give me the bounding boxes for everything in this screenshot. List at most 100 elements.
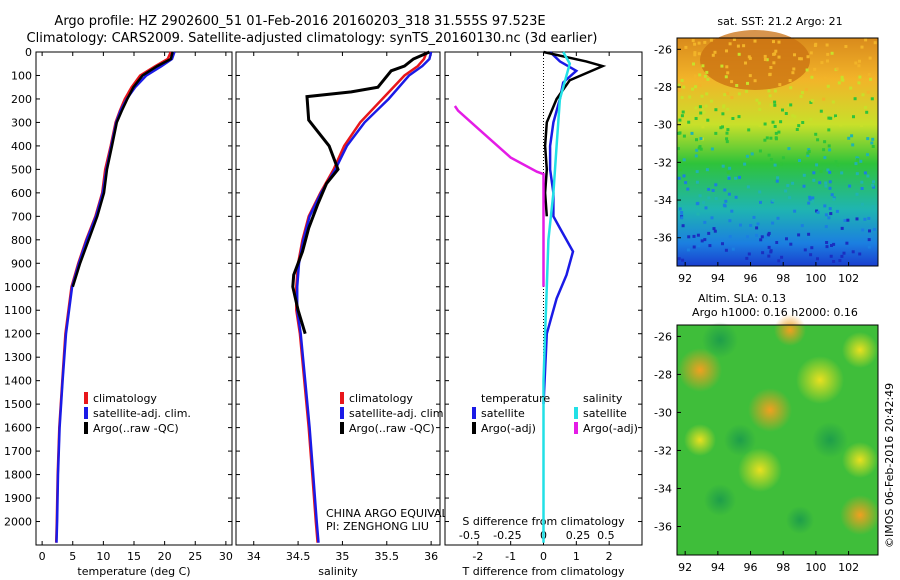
sst-speckle-cell: [819, 109, 823, 113]
sst-speckle-cell: [788, 196, 792, 200]
sst-speckle-cell: [869, 120, 873, 124]
sst-speckle-cell: [680, 114, 684, 118]
sst-speckle-cell: [723, 93, 727, 97]
sst-speckle-cell: [843, 219, 847, 222]
temperature-ytick-label: 400: [11, 140, 32, 153]
sst-speckle-cell: [791, 71, 795, 75]
sst-speckle-cell: [699, 147, 703, 151]
sst-speckle-cell: [755, 233, 759, 237]
sst-speckle-cell: [826, 168, 830, 172]
salinity-series-black: [291, 50, 431, 335]
sst-speckle-cell: [847, 136, 851, 140]
sst-speckle-cell: [829, 116, 833, 120]
sst-speckle-cell: [767, 89, 771, 93]
sst-speckle-cell: [854, 162, 858, 166]
sst-speckle-cell: [747, 128, 751, 132]
sst-speckle-cell: [793, 53, 796, 57]
sst-speckle-cell: [694, 154, 698, 158]
sst-speckle-cell: [775, 179, 779, 183]
temperature-ytick-label: 2000: [4, 516, 32, 529]
sst-speckle-cell: [703, 74, 707, 78]
sst-speckle-cell: [827, 144, 831, 148]
sst-speckle-cell: [752, 215, 756, 219]
sst-speckle-cell: [708, 244, 712, 248]
sst-speckle-cell: [697, 52, 701, 56]
sst-speckle-cell: [737, 92, 741, 96]
sst-speckle-cell: [684, 181, 688, 185]
sst-speckle-cell: [686, 248, 690, 252]
sst-speckle-cell: [769, 66, 773, 69]
sst-speckle-cell: [761, 251, 765, 255]
sst-speckle-cell: [728, 235, 732, 239]
map-xtick-label: 100: [805, 561, 826, 574]
sst-speckle-cell: [778, 83, 782, 87]
sst-speckle-cell: [710, 147, 714, 151]
sst-speckle-cell: [832, 197, 836, 201]
sst-speckle-cell: [868, 56, 872, 60]
temperature-legend-label: Argo(..raw -QC): [93, 422, 179, 435]
sla-map-frame: [676, 324, 879, 556]
sst-speckle-cell: [694, 117, 698, 120]
temperature-legend-label: satellite-adj. clim.: [93, 407, 191, 420]
sst-speckle-cell: [873, 41, 877, 45]
sst-speckle-cell: [681, 258, 685, 262]
sst-speckle-cell: [802, 184, 806, 188]
sst-speckle-cell: [695, 148, 699, 152]
map-xtick-label: 102: [838, 272, 859, 285]
sst-speckle-cell: [759, 238, 763, 242]
sst-speckle-cell: [825, 241, 829, 244]
top-xtick-label: 0.5: [597, 529, 615, 542]
sst-speckle-cell: [692, 234, 696, 238]
differences-series-blue: [542, 51, 579, 405]
sst-speckle-cell: [728, 219, 732, 223]
sst-speckle-cell: [836, 163, 840, 167]
sst-speckle-cell: [684, 45, 688, 49]
sst-speckle-cell: [700, 94, 704, 98]
sst-speckle-cell: [824, 213, 828, 217]
sst-speckle-cell: [677, 131, 681, 135]
salinity-xlabel: salinity: [318, 565, 358, 578]
map-ytick-label: -30: [654, 406, 672, 419]
map-ytick-label: -32: [654, 156, 672, 169]
sst-speckle-cell: [747, 55, 751, 59]
sst-speckle-cell: [746, 81, 749, 85]
sla-map-title-2: Argo h1000: 0.16 h2000: 0.16: [692, 306, 858, 319]
sst-speckle-cell: [768, 72, 772, 76]
sst-speckle-cell: [866, 137, 870, 141]
sst-speckle-cell: [819, 169, 823, 173]
sst-speckle-cell: [832, 242, 836, 246]
sst-speckle-cell: [682, 85, 686, 89]
sst-speckle-cell: [816, 138, 820, 142]
sst-speckle-cell: [737, 115, 741, 119]
sst-speckle-cell: [713, 50, 717, 54]
temperature-ytick-label: 0: [25, 46, 32, 59]
map-xtick-label: 98: [776, 272, 790, 285]
legend-label: Argo(-adj): [583, 422, 638, 435]
sst-speckle-cell: [772, 61, 776, 65]
sla-eddy: [702, 322, 738, 358]
temperature-ytick-label: 1000: [4, 281, 32, 294]
sst-speckle-cell: [823, 156, 827, 160]
sst-speckle-cell: [824, 225, 828, 229]
sst-speckle-cell: [722, 203, 726, 207]
sst-speckle-cell: [750, 152, 754, 156]
sst-speckle-cell: [723, 188, 727, 192]
sst-speckle-cell: [809, 253, 813, 257]
sst-speckle-cell: [781, 156, 785, 160]
sst-speckle-cell: [710, 216, 714, 220]
sst-speckle-cell: [827, 116, 831, 120]
sst-speckle-cell: [858, 252, 862, 256]
sst-speckle-cell: [870, 141, 874, 145]
sst-speckle-cell: [801, 121, 805, 124]
sst-speckle-cell: [714, 197, 718, 201]
sst-speckle-cell: [768, 94, 772, 98]
sst-speckle-cell: [687, 235, 691, 239]
sst-speckle-cell: [724, 248, 728, 252]
sst-speckle-cell: [767, 254, 771, 258]
sst-speckle-cell: [698, 84, 702, 87]
sst-speckle-cell: [725, 65, 729, 69]
sst-speckle-cell: [825, 43, 829, 47]
sst-speckle-cell: [773, 89, 777, 93]
sst-speckle-cell: [812, 171, 816, 175]
map-ytick-label: -28: [654, 81, 672, 94]
